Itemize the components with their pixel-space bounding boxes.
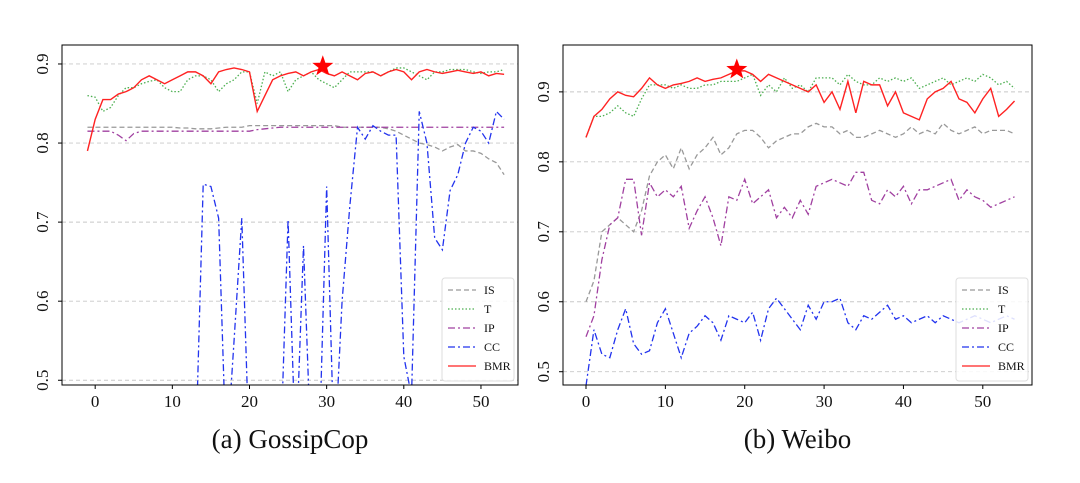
series-line xyxy=(585,122,1015,302)
axes-frame xyxy=(562,44,1033,386)
series-line xyxy=(87,67,505,113)
x-tick-label: 50 xyxy=(472,392,489,411)
best-marker xyxy=(726,58,748,79)
x-tick-label: 10 xyxy=(164,392,181,411)
axes-frame xyxy=(61,44,519,386)
y-tick-label: 0.5 xyxy=(33,370,52,391)
subplot: 0.5 0.6 0.7 0.8 0.9 0 10 20 30 40 50 IS T IP CC BMR (a) … xyxy=(33,44,519,454)
series-line xyxy=(585,73,1015,138)
y-tick-label: 0.6 xyxy=(534,291,553,312)
series-line xyxy=(585,297,1015,385)
y-tick-label: 0.7 xyxy=(33,211,52,233)
y-tick-label: 0.7 xyxy=(534,221,553,243)
series-line xyxy=(87,125,505,176)
legend-label: CC xyxy=(484,340,500,354)
y-tick-label: 0.5 xyxy=(534,361,553,382)
x-tick-label: 20 xyxy=(736,392,753,411)
subplot: 0.5 0.6 0.7 0.8 0.9 0 10 20 30 40 50 IS T IP CC BMR (b) … xyxy=(534,44,1033,454)
legend-label: IS xyxy=(998,283,1009,297)
x-tick-label: 30 xyxy=(318,392,335,411)
legend-label: BMR xyxy=(998,359,1025,373)
legend-label: IP xyxy=(998,321,1009,335)
legend-label: IP xyxy=(484,321,495,335)
y-tick-label: 0.9 xyxy=(33,53,52,74)
y-tick-label: 0.8 xyxy=(534,151,553,172)
x-tick-label: 10 xyxy=(657,392,674,411)
series-line xyxy=(86,67,505,152)
legend-label: IS xyxy=(484,283,495,297)
legend-label: T xyxy=(998,302,1006,316)
legend: IS T IP CC BMR xyxy=(955,277,1029,382)
legend-label: CC xyxy=(998,340,1014,354)
y-tick-label: 0.8 xyxy=(33,132,52,153)
legend-label: T xyxy=(484,302,492,316)
series-line xyxy=(585,171,1015,337)
y-tick-label: 0.9 xyxy=(534,81,553,102)
chart-title: (b) Weibo xyxy=(744,424,852,454)
best-marker xyxy=(312,55,334,76)
series-line xyxy=(87,126,505,142)
plot-area xyxy=(86,67,505,385)
y-tick-label: 0.6 xyxy=(33,291,52,312)
plot-area xyxy=(585,70,1016,385)
x-tick-label: 0 xyxy=(91,392,100,411)
x-tick-label: 30 xyxy=(816,392,833,411)
x-tick-label: 20 xyxy=(241,392,258,411)
x-tick-label: 40 xyxy=(895,392,912,411)
x-tick-label: 40 xyxy=(395,392,412,411)
legend: IS T IP CC BMR xyxy=(441,277,515,382)
legend-box xyxy=(955,277,1029,382)
legend-label: BMR xyxy=(484,359,511,373)
chart-title: (a) GossipCop xyxy=(212,424,369,454)
legend-box xyxy=(441,277,515,382)
x-tick-label: 0 xyxy=(582,392,591,411)
series-line xyxy=(585,70,1016,138)
x-tick-label: 50 xyxy=(974,392,991,411)
